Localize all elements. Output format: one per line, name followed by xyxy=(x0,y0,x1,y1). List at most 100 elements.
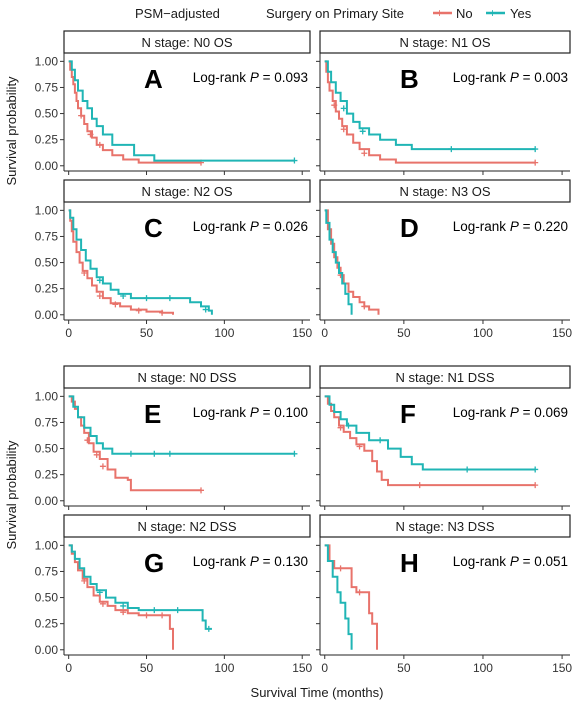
x-tick-label: 0 xyxy=(65,661,72,675)
log-rank-pvalue: Log-rank P = 0.051 xyxy=(453,554,568,569)
panel-letter: A xyxy=(144,64,163,94)
censor-mark-yes xyxy=(532,146,539,153)
y-tick-label: 1.00 xyxy=(35,389,59,403)
km-curve-no xyxy=(324,209,380,315)
censor-mark-no xyxy=(81,270,88,277)
panel-letter: C xyxy=(144,213,163,243)
x-tick-label: 150 xyxy=(292,661,312,675)
panel-strip-label: N stage: N2 DSS xyxy=(138,519,237,534)
y-tick-label: 0.00 xyxy=(35,308,59,322)
panel-strip-label: N stage: N1 OS xyxy=(399,35,490,50)
censor-mark-yes xyxy=(96,589,103,596)
panel-letter: B xyxy=(400,64,419,94)
km-curve-yes xyxy=(68,60,295,162)
y-tick-label: 0.50 xyxy=(35,256,59,270)
censor-mark-no xyxy=(93,451,100,458)
censor-mark-no xyxy=(340,126,347,133)
km-curve-no xyxy=(68,60,201,164)
km-curve-yes xyxy=(68,544,212,630)
km-curve-no xyxy=(324,60,536,164)
y-tick-label: 0.25 xyxy=(35,133,59,147)
panel-strip-label: N stage: N3 DSS xyxy=(396,519,495,534)
panel-strip xyxy=(63,30,311,54)
censor-mark-no xyxy=(120,609,127,616)
censor-mark-yes xyxy=(143,295,150,302)
km-curve-no xyxy=(68,395,201,492)
x-tick-label: 100 xyxy=(214,326,234,340)
censor-mark-yes xyxy=(291,157,298,164)
y-tick-label: 0.50 xyxy=(35,442,59,456)
censor-mark-yes xyxy=(151,607,158,614)
x-tick-label: 0 xyxy=(321,326,328,340)
x-tick-label: 0 xyxy=(321,661,328,675)
y-tick-label: 0.50 xyxy=(35,591,59,605)
censor-mark-no xyxy=(135,307,142,314)
log-rank-pvalue: Log-rank P = 0.100 xyxy=(193,405,308,420)
log-rank-pvalue: Log-rank P = 0.220 xyxy=(453,219,568,234)
censor-mark-no xyxy=(331,102,338,109)
x-axis-title: Survival Time (months) xyxy=(251,685,384,700)
censor-mark-no xyxy=(84,437,91,444)
censor-mark-yes xyxy=(340,105,347,112)
censor-mark-no xyxy=(96,141,103,148)
x-tick-label: 50 xyxy=(397,661,411,675)
x-tick-label: 150 xyxy=(552,661,572,675)
y-tick-label: 0.25 xyxy=(35,282,59,296)
panel-H: N stage: N3 DSS 0 50 100 150 H Log-rank P = 0.… xyxy=(316,514,572,675)
censor-mark-no xyxy=(532,482,539,489)
y-tick-label: 1.00 xyxy=(35,538,59,552)
censor-mark-no xyxy=(159,612,166,619)
censor-mark-yes xyxy=(464,466,471,473)
censor-mark-yes xyxy=(359,128,366,135)
censor-mark-no xyxy=(96,292,103,299)
legend: PSM−adjusted Surgery on Primary Site + N… xyxy=(135,6,532,21)
censor-mark-no xyxy=(356,443,363,450)
panel-strip-label: N stage: N3 OS xyxy=(399,184,490,199)
legend-no-label: No xyxy=(456,6,473,21)
panel-letter: H xyxy=(400,548,419,578)
x-tick-label: 50 xyxy=(140,326,154,340)
panel-strip xyxy=(319,514,571,538)
log-rank-pvalue: Log-rank P = 0.069 xyxy=(453,405,568,420)
panel-strip-label: N stage: N2 OS xyxy=(141,184,232,199)
y-axis-title-bottom: Survival probability xyxy=(4,440,19,550)
panel-G: N stage: N2 DSS 0.00 0.25 0.50 0.75 1.00 0 50 10… xyxy=(35,514,313,675)
panel-strip xyxy=(319,30,571,54)
panel-strip xyxy=(319,179,571,203)
log-rank-pvalue: Log-rank P = 0.026 xyxy=(193,219,308,234)
censor-mark-yes xyxy=(166,450,173,457)
km-curve-no xyxy=(68,544,174,650)
censor-mark-no xyxy=(99,600,106,607)
x-tick-label: 150 xyxy=(552,326,572,340)
censor-mark-yes xyxy=(96,277,103,284)
x-tick-label: 100 xyxy=(214,661,234,675)
km-curve-yes xyxy=(324,209,353,315)
legend-yes-label: Yes xyxy=(510,6,532,21)
censor-mark-yes xyxy=(202,306,209,313)
censor-mark-no xyxy=(143,612,150,619)
censor-mark-no xyxy=(337,565,344,572)
censor-mark-yes xyxy=(174,607,181,614)
legend-subtitle: Surgery on Primary Site xyxy=(266,6,404,21)
censor-mark-no xyxy=(532,159,539,166)
y-tick-label: 0.75 xyxy=(35,80,59,94)
panel-letter: D xyxy=(400,213,419,243)
censor-mark-yes xyxy=(120,602,127,609)
panel-B: N stage: N1 OS B Log-rank P = 0.003 xyxy=(316,30,571,175)
panel-F: N stage: N1 DSS F Log-rank P = 0.069 xyxy=(316,365,571,510)
km-curve-yes xyxy=(324,544,353,650)
censor-mark-yes xyxy=(291,450,298,457)
censor-mark-no xyxy=(87,131,94,138)
censor-mark-yes xyxy=(448,146,455,153)
km-curve-no xyxy=(324,395,536,487)
censor-mark-yes xyxy=(532,466,539,473)
censor-mark-no xyxy=(337,424,344,431)
y-axis-title-top: Survival probability xyxy=(4,76,19,186)
censor-mark-no xyxy=(112,301,119,308)
censor-mark-yes xyxy=(120,292,127,299)
legend-no-plus: + xyxy=(436,6,443,20)
y-tick-label: 0.25 xyxy=(35,617,59,631)
y-tick-label: 0.00 xyxy=(35,159,59,173)
censor-mark-no xyxy=(361,303,368,310)
